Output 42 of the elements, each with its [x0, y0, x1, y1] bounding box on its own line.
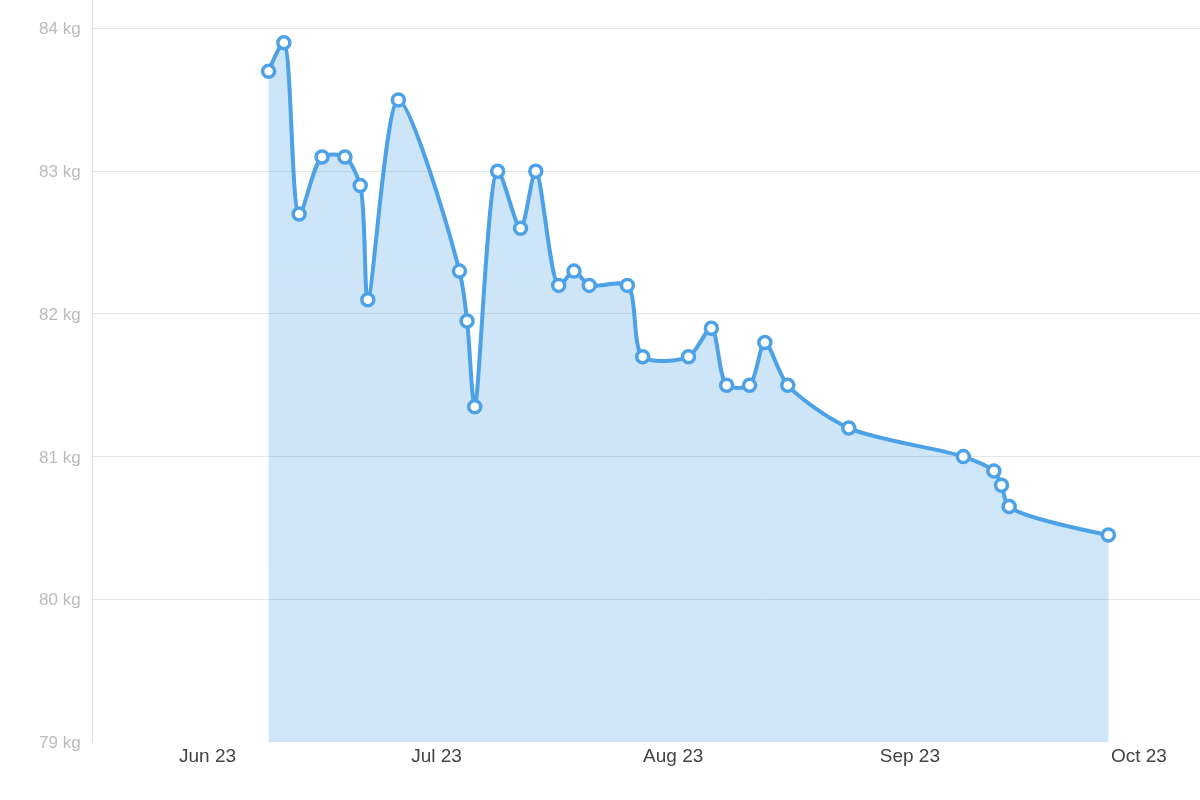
- x-tick-label: Oct 23: [1110, 745, 1167, 766]
- y-tick-label: 80 kg: [39, 590, 81, 610]
- point: [780, 377, 796, 394]
- point: [634, 348, 651, 365]
- y-tick-label: 82 kg: [39, 304, 81, 324]
- y-tick-label: 79 kg: [39, 732, 81, 752]
- point: [337, 149, 353, 165]
- point: [955, 448, 972, 465]
- point: [528, 163, 544, 179]
- point: [680, 348, 697, 365]
- x-tick-label: Aug 23: [643, 745, 704, 766]
- point: [566, 263, 582, 279]
- point: [291, 206, 307, 222]
- point: [757, 334, 773, 351]
- x-tick-label: Jul 23: [411, 745, 462, 766]
- point: [512, 220, 529, 237]
- point: [986, 463, 1002, 479]
- point: [619, 277, 636, 294]
- point: [276, 35, 292, 51]
- point: [841, 420, 857, 436]
- point: [741, 377, 758, 394]
- point: [550, 277, 567, 294]
- point: [1001, 498, 1017, 515]
- point: [260, 63, 277, 80]
- y-tick-label: 84 kg: [39, 19, 81, 39]
- y-tick-label: 81 kg: [39, 447, 81, 467]
- point: [390, 92, 407, 108]
- point: [703, 320, 720, 336]
- point: [314, 149, 330, 165]
- point: [352, 177, 368, 194]
- point: [360, 291, 376, 308]
- y-tick-label: 83 kg: [39, 162, 81, 182]
- point: [459, 313, 475, 329]
- point: [1100, 527, 1117, 543]
- x-tick-label: Jun 23: [179, 745, 237, 766]
- point: [489, 163, 506, 179]
- point: [718, 377, 735, 394]
- point: [466, 398, 483, 415]
- point: [993, 477, 1010, 493]
- x-tick-label: Sep 23: [879, 745, 941, 766]
- point: [581, 277, 597, 294]
- point: [451, 263, 468, 279]
